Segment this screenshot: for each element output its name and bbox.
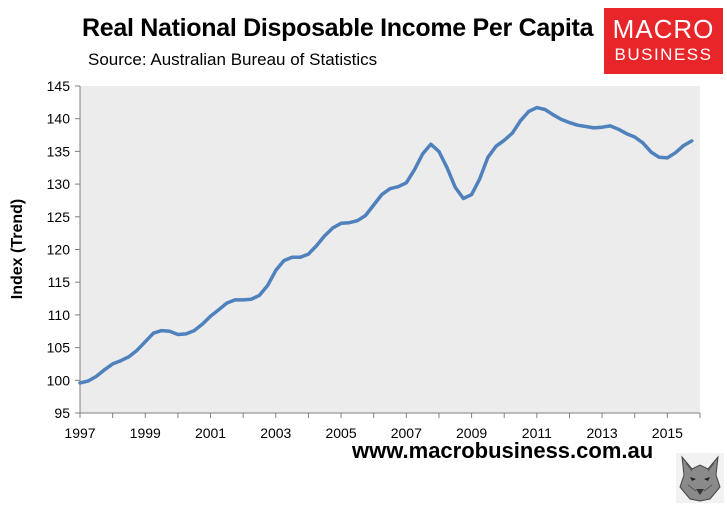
macrobusiness-logo: MACRO BUSINESS [604,8,723,74]
x-tick-label: 2013 [587,425,618,441]
plot-area [80,86,700,413]
website-url: www.macrobusiness.com.au [352,438,654,463]
chart-subtitle: Source: Australian Bureau of Statistics [88,50,378,69]
y-tick-label: 120 [47,242,71,258]
y-tick-label: 125 [47,209,71,225]
y-tick-label: 100 [47,372,71,388]
y-tick-label: 135 [47,143,71,159]
y-tick-label: 95 [54,405,70,421]
y-tick-label: 105 [47,340,71,356]
chart-title: Real National Disposable Income Per Capi… [82,14,594,42]
x-tick-label: 2011 [522,425,552,441]
x-tick-label: 1999 [130,425,161,441]
x-tick-label: 2009 [456,425,487,441]
logo-line-2: BUSINESS [614,45,713,64]
x-tick-label: 2001 [195,425,226,441]
y-axis-label: Index (Trend) [9,199,26,299]
x-tick-label: 2007 [391,425,422,441]
y-tick-label: 145 [47,78,71,94]
logo-line-1: MACRO [612,14,715,44]
y-tick-label: 130 [47,176,71,192]
y-tick-label: 140 [47,111,71,127]
tick-labels: 95 100 105 110 115 120 125 130 135 140 145 1997 1999… [47,78,684,441]
axes [75,85,701,418]
y-tick-label: 110 [48,307,71,323]
x-tick-label: 2005 [325,425,356,441]
series-line [78,105,694,385]
x-tick-label: 2015 [652,425,683,441]
x-tick-label: 2003 [260,425,291,441]
x-tick-label: 1997 [64,425,95,441]
y-tick-label: 115 [48,274,71,290]
wolf-logo-icon [676,453,724,503]
